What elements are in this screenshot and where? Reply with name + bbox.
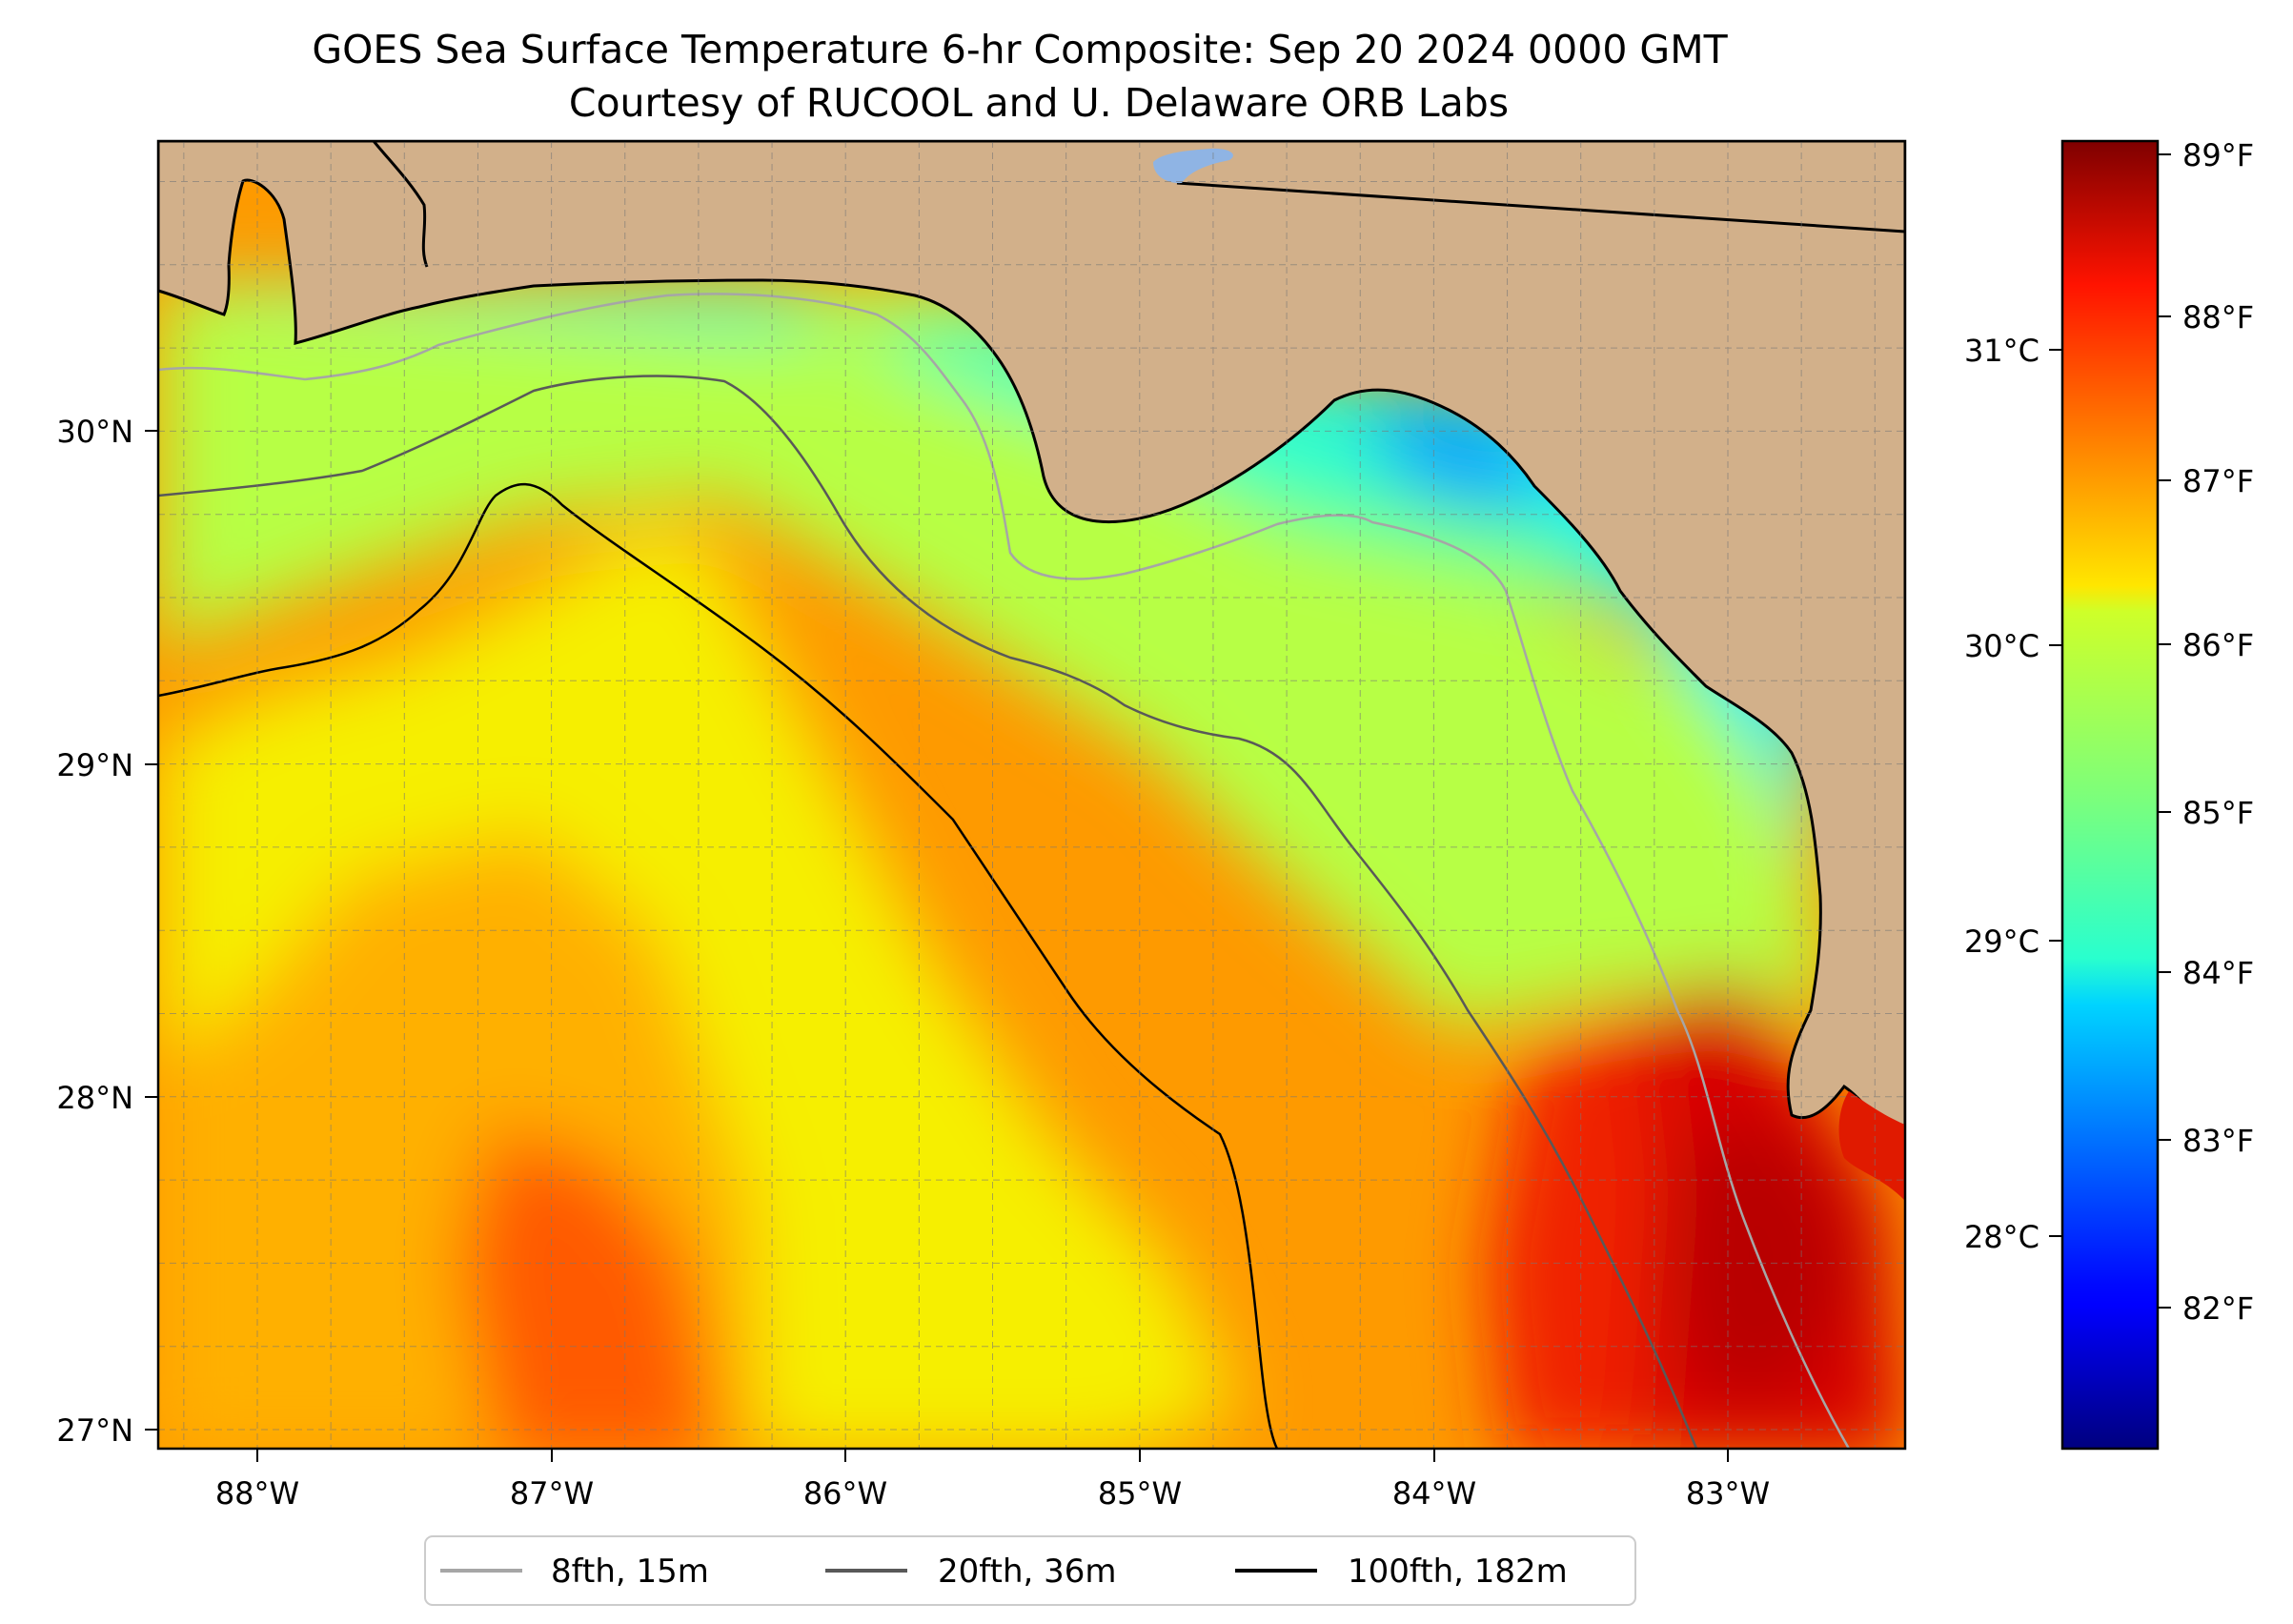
legend-label-36m: 20fth, 36m xyxy=(938,1553,1117,1591)
colorbar-f-tick: 84°F xyxy=(2182,955,2254,991)
lon-tick-label: 86°W xyxy=(803,1475,887,1512)
lat-tick-label: 29°N xyxy=(56,747,133,783)
gridlines xyxy=(158,141,1905,1449)
colorbar-c-tick: 31°C xyxy=(1964,333,2039,369)
colorbar-c-ticks: 28°C 29°C 30°C 31°C xyxy=(1964,333,2062,1255)
state-border xyxy=(1176,181,1905,233)
colorbar-f-tick: 85°F xyxy=(2182,795,2254,831)
lon-tick-label: 87°W xyxy=(510,1475,594,1512)
lat-tick-label: 27°N xyxy=(56,1412,133,1449)
state-border-west xyxy=(372,141,429,268)
map-frame xyxy=(156,139,1907,1451)
lon-tick-label: 85°W xyxy=(1098,1475,1182,1512)
colorbar-f-tick: 83°F xyxy=(2182,1123,2254,1159)
contour-15m xyxy=(158,293,1851,1449)
map-subtitle: Courtesy of RUCOOL and U. Delaware ORB L… xyxy=(569,80,1509,126)
lat-tick-label: 28°N xyxy=(56,1080,133,1116)
lon-tick-label: 88°W xyxy=(215,1475,299,1512)
lat-axis: 27°N 28°N 29°N 30°N xyxy=(56,414,158,1449)
lat-tick-label: 30°N xyxy=(56,414,133,450)
tampa-bay-water xyxy=(1838,1091,1905,1201)
map-area xyxy=(158,141,1905,1449)
legend-label-15m: 8fth, 15m xyxy=(551,1553,709,1591)
colorbar-c-tick: 29°C xyxy=(1964,924,2039,960)
colorbar-f-tick: 86°F xyxy=(2182,627,2254,663)
legend-label-182m: 100fth, 182m xyxy=(1348,1553,1568,1591)
colorbar-f-tick: 82°F xyxy=(2182,1290,2254,1327)
lon-tick-label: 83°W xyxy=(1686,1475,1770,1512)
map-title: GOES Sea Surface Temperature 6-hr Compos… xyxy=(312,27,1728,72)
colorbar-f-ticks: 82°F 83°F 84°F 85°F 86°F 87°F 88°F 89°F xyxy=(2158,137,2254,1327)
colorbar-f-tick: 88°F xyxy=(2182,299,2254,335)
land-area xyxy=(158,141,1905,1146)
legend-box xyxy=(424,1535,1636,1606)
lon-tick-label: 84°W xyxy=(1392,1475,1476,1512)
colorbar-c-tick: 30°C xyxy=(1964,628,2039,664)
legend: 8fth, 15m 20fth, 36m 100fth, 182m xyxy=(424,1535,1636,1606)
contour-182m xyxy=(158,482,1279,1449)
colorbar: 82°F 83°F 84°F 85°F 86°F 87°F 88°F 89°F … xyxy=(1964,137,2254,1451)
lon-axis: 88°W 87°W 86°W 85°W 84°W 83°W xyxy=(215,1449,1770,1512)
colorbar-gradient xyxy=(2060,139,2160,1451)
colorbar-c-tick: 28°C xyxy=(1964,1219,2039,1255)
colorbar-f-tick: 87°F xyxy=(2182,463,2254,499)
colorbar-f-tick: 89°F xyxy=(2182,137,2254,173)
